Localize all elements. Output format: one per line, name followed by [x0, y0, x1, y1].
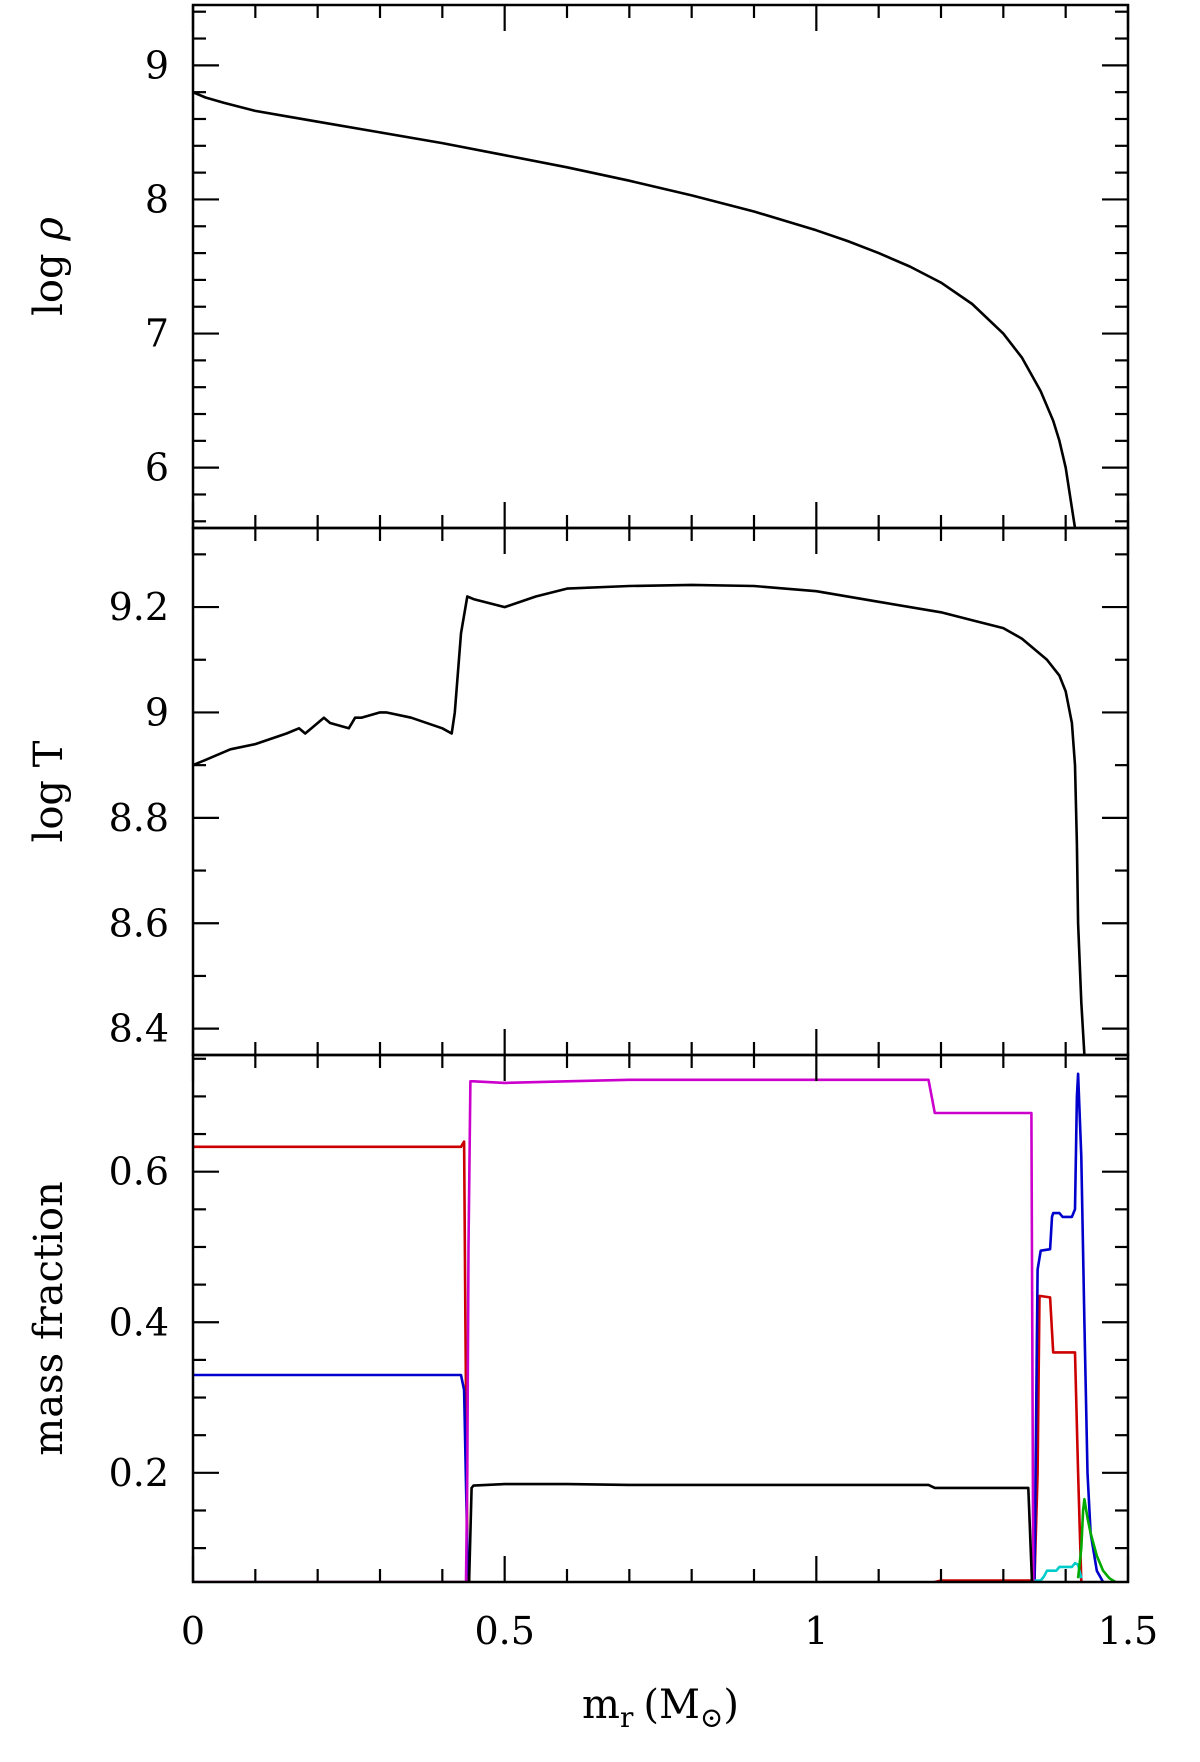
mass-fraction-data-layer	[193, 1072, 1117, 1582]
temperature-y-tick-label: 9.2	[109, 585, 169, 629]
x-axis-label-unit-subscript: ⊙	[700, 1701, 723, 1734]
density-ticks: 6 7 8 9	[145, 5, 1130, 528]
temperature-series-line-0	[193, 583, 1086, 1055]
temperature-ticks: 8.4 8.6 8.8 9 9.2	[109, 528, 1130, 1055]
mass-fraction-plot-frame	[191, 1053, 1130, 1584]
x-axis-label-symbol: m	[582, 1682, 620, 1728]
x-axis-label-unit: (M	[643, 1682, 700, 1728]
mass-fraction-y-tick-label: 0.4	[109, 1300, 169, 1344]
density-y-axis-label-symbol: ρ	[26, 217, 72, 242]
mass-fraction-series-line-0	[193, 1140, 470, 1582]
mass-fraction-series-line-5	[467, 1482, 1034, 1582]
x-tick-label: 1	[804, 1609, 828, 1653]
mass-fraction-series-line-6	[1034, 1561, 1083, 1582]
temperature-y-tick-label: 8.6	[109, 901, 169, 945]
density-y-tick-label: 6	[145, 446, 169, 490]
density-y-axis-label: log ρ	[26, 217, 72, 316]
density-y-tick-label: 8	[145, 177, 169, 221]
mass-fraction-y-tick-label: 0.2	[109, 1451, 169, 1495]
mass-fraction-y-axis-label: mass fraction	[26, 1181, 72, 1455]
panel-density: 6 7 8 9 log ρ	[26, 3, 1130, 530]
density-y-tick-label: 9	[145, 43, 169, 87]
mass-fraction-series-line-2	[193, 1373, 471, 1582]
mass-fraction-y-tick-label: 0.6	[109, 1150, 169, 1194]
mass-fraction-series-line-7	[1076, 1497, 1117, 1582]
x-tick-label: 0.5	[474, 1609, 534, 1653]
temperature-y-tick-label: 8.4	[109, 1007, 169, 1051]
mass-fraction-series-line-1	[934, 1294, 1083, 1582]
mass-fraction-ticks: 0.2 0.4 0.6 0 0.5 1 1.5	[109, 1055, 1158, 1653]
x-axis-label: mr (M⊙)	[582, 1682, 739, 1734]
x-tick-label: 0	[181, 1609, 205, 1653]
density-series-line-0	[193, 91, 1077, 528]
mass-fraction-series-line-3	[1033, 1072, 1105, 1582]
temperature-plot-frame	[191, 526, 1130, 1057]
density-plot-frame	[191, 3, 1130, 530]
x-tick-label: 1.5	[1098, 1609, 1158, 1653]
temperature-data-layer	[193, 583, 1086, 1055]
x-axis-label-close: )	[723, 1682, 739, 1728]
x-axis-label-subscript: r	[620, 1701, 634, 1734]
density-y-tick-label: 7	[145, 312, 169, 356]
temperature-y-axis-label: log T	[26, 740, 72, 842]
mass-fraction-series-line-4	[193, 1078, 1035, 1582]
density-y-axis-label-text: log	[26, 241, 72, 316]
temperature-y-tick-label: 8.8	[109, 796, 169, 840]
density-data-layer	[193, 91, 1077, 528]
panel-mass-fraction: 0.2 0.4 0.6 0 0.5 1 1.5 mass fraction mr (M⊙)	[26, 1053, 1158, 1734]
temperature-y-tick-label: 9	[145, 690, 169, 734]
panel-temperature: 8.4 8.6 8.8 9 9.2 log T	[26, 526, 1130, 1057]
